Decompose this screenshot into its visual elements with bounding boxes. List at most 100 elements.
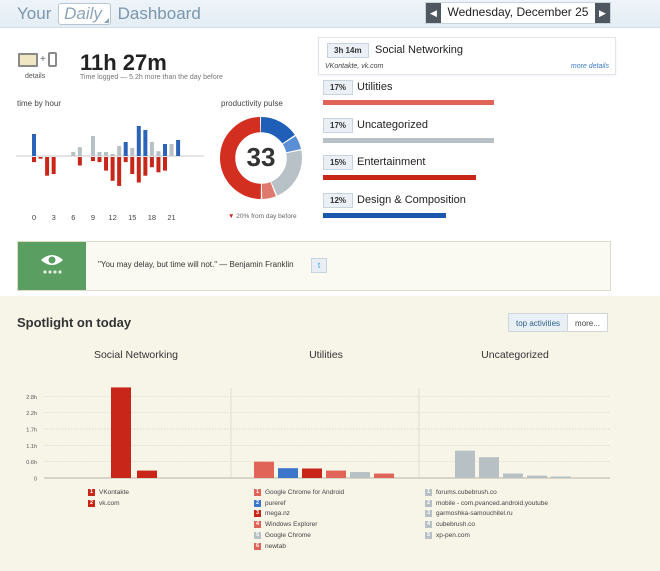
spotlight-bar[interactable] — [374, 473, 394, 478]
legend-item: 3 mega.nz — [254, 509, 344, 520]
phone-icon — [48, 52, 57, 67]
category-bar — [323, 213, 446, 218]
spotlight-bar[interactable] — [551, 476, 571, 478]
hour-tick-label: 18 — [148, 213, 156, 222]
spotlight-toggle: top activities more... — [508, 313, 608, 332]
category-row-entertainment[interactable]: 15% Entertainment — [323, 155, 623, 185]
legend-number: 2 — [88, 499, 95, 507]
category-bar — [323, 138, 494, 143]
spotlight-y-tick: 1.1h — [26, 444, 37, 450]
hour-bar-down — [38, 157, 43, 159]
hour-tick-label: 0 — [32, 213, 36, 222]
spotlight-bar[interactable] — [479, 457, 499, 478]
legend-number: 3 — [425, 510, 432, 518]
period-selector[interactable]: Daily — [58, 3, 111, 25]
spotlight-bar[interactable] — [455, 450, 475, 478]
spotlight-bar[interactable] — [254, 461, 274, 478]
productivity-pulse-label: productivity pulse — [221, 99, 283, 108]
productivity-donut[interactable] — [219, 116, 303, 200]
legend-uncategorized: 1 forums.cubebrush.co 2 mobile - com.pvance… — [425, 487, 548, 541]
top-category-sites: VKontakte, vk.com — [325, 63, 384, 70]
spotlight-bar[interactable] — [111, 387, 131, 478]
legend-number: 1 — [88, 488, 95, 496]
spotlight-bar[interactable] — [278, 468, 298, 478]
legend-item: 4 Windows Explorer — [254, 519, 344, 530]
spotlight-group-title: Social Networking — [93, 349, 179, 361]
legend-number: 6 — [254, 542, 261, 550]
details-link[interactable]: details — [25, 73, 46, 80]
hour-bar-down — [123, 157, 128, 163]
category-row-design[interactable]: 12% Design & Composition — [323, 193, 623, 223]
computer-icon — [18, 53, 38, 67]
category-row-uncategorized[interactable]: 17% Uncategorized — [323, 118, 623, 148]
legend-number: 4 — [425, 521, 432, 529]
donut-segment — [220, 117, 302, 199]
top-category-card[interactable]: 3h 14m Social Networking VKontakte, vk.c… — [318, 37, 616, 75]
spotlight-bar[interactable] — [503, 473, 523, 478]
time-logged-value: 11h 27m — [80, 50, 167, 75]
current-date[interactable]: Wednesday, December 25 — [447, 5, 589, 19]
spotlight-bar[interactable] — [137, 470, 157, 478]
category-name: Utilities — [357, 81, 393, 93]
legend-number: 2 — [425, 499, 432, 507]
productivity-change-text: 20% from day before — [236, 213, 297, 220]
time-by-hour-chart[interactable]: 0 3 6 9 12 15 18 21 — [16, 110, 206, 230]
legend-label: pureref — [265, 499, 286, 507]
category-bar — [323, 100, 494, 105]
category-row-utilities[interactable]: 17% Utilities — [323, 80, 623, 110]
donut-inner-ring — [235, 132, 287, 184]
legend-item: 4 cubebrush.co — [425, 519, 548, 530]
hour-tick-label: 12 — [108, 213, 116, 222]
prev-day-button[interactable]: ◀ — [426, 3, 441, 23]
hour-bar-up — [71, 152, 76, 156]
hour-bar-down — [45, 157, 50, 176]
spotlight-bar[interactable] — [350, 472, 370, 478]
eye-icon — [41, 255, 63, 274]
quote-icon-panel — [18, 242, 86, 290]
legend-number: 2 — [254, 499, 261, 507]
spotlight-chart[interactable]: 0 0.6h 1.1h 1.7h 2.2h 2.8h — [0, 380, 620, 490]
legend-item: 2 pureref — [254, 498, 344, 509]
legend-item: 5 xp-pen.com — [425, 530, 548, 541]
hour-bar-up — [32, 134, 36, 156]
spotlight-bar[interactable] — [302, 468, 322, 478]
hour-bar-down — [104, 157, 109, 171]
legend-utilities: 1 Google Chrome for Android 2 pureref 3 mega.… — [254, 487, 344, 552]
hour-bar-down — [110, 157, 115, 181]
hour-bar-down — [90, 157, 95, 162]
donut-segment — [220, 117, 302, 199]
spotlight-bar[interactable] — [527, 475, 547, 478]
hour-bar-down — [149, 157, 154, 168]
top-activities-button[interactable]: top activities — [508, 313, 569, 332]
legend-number: 3 — [254, 510, 261, 518]
donut-center — [239, 136, 283, 180]
time-by-hour-label: time by hour — [17, 99, 62, 108]
spotlight-section — [0, 296, 660, 571]
hour-bar-up — [110, 154, 115, 156]
legend-item: 6 newtab — [254, 541, 344, 552]
more-button[interactable]: more... — [568, 313, 608, 332]
donut-segment — [220, 117, 302, 199]
spotlight-group-title: Uncategorized — [481, 349, 549, 361]
more-details-link[interactable]: more details — [570, 63, 609, 70]
twitter-icon[interactable]: t — [311, 258, 327, 273]
legend-item: 1 VKontakte — [88, 487, 129, 498]
hour-bar-up — [77, 147, 82, 156]
top-category-name: Social Networking — [375, 44, 464, 56]
hour-bar-down — [136, 157, 141, 183]
productivity-change: ▼ 20% from day before — [228, 213, 297, 220]
hour-bar-up — [104, 152, 109, 156]
hour-bar-up — [97, 152, 102, 156]
hour-bar-up — [117, 146, 122, 156]
category-percent: 17% — [323, 118, 354, 133]
hour-bar-down — [32, 157, 36, 163]
legend-label: vk.com — [99, 499, 120, 507]
hour-bar-down — [163, 157, 167, 171]
next-day-button[interactable]: ▶ — [595, 3, 610, 23]
category-name: Entertainment — [357, 156, 426, 168]
quote-text: "You may delay, but time will not." — Be… — [98, 260, 294, 269]
hour-bar-up — [176, 140, 181, 156]
hour-bar-down — [130, 157, 135, 174]
legend-label: cubebrush.co — [436, 521, 476, 529]
spotlight-bar[interactable] — [326, 470, 346, 478]
